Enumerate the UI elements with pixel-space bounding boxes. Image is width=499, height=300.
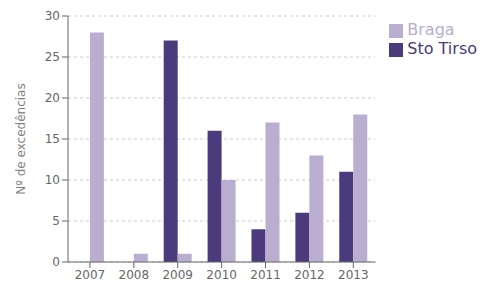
- svg-text:Nº de excedências: Nº de excedências: [14, 83, 28, 194]
- svg-text:10: 10: [45, 173, 60, 187]
- svg-text:30: 30: [45, 9, 60, 23]
- svg-text:2009: 2009: [162, 268, 193, 282]
- svg-text:5: 5: [52, 214, 60, 228]
- svg-text:2010: 2010: [206, 268, 237, 282]
- svg-text:20: 20: [45, 91, 60, 105]
- svg-text:2011: 2011: [250, 268, 281, 282]
- html-text:Sto Tirso: Sto Tirso: [407, 39, 477, 58]
- svg-text:2007: 2007: [75, 268, 106, 282]
- svg-text:15: 15: [45, 132, 60, 146]
- html-text:Braga: Braga: [407, 20, 455, 39]
- svg-text:2012: 2012: [294, 268, 325, 282]
- svg-text:2008: 2008: [119, 268, 150, 282]
- svg-text:2013: 2013: [338, 268, 369, 282]
- svg-text:0: 0: [52, 255, 60, 269]
- svg-text:25: 25: [45, 50, 60, 64]
